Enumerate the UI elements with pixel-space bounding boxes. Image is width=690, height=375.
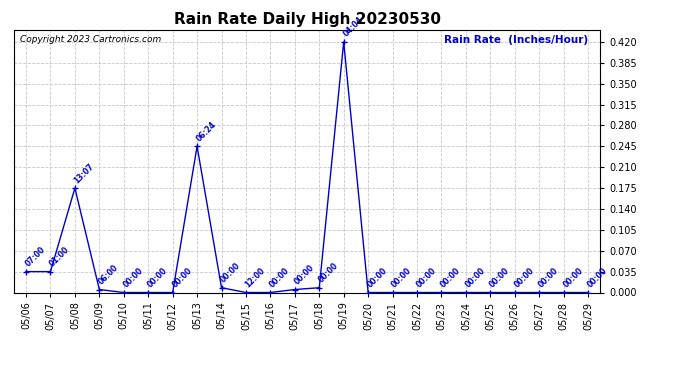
- Text: 07:00: 07:00: [23, 245, 47, 268]
- Text: 00:00: 00:00: [170, 266, 194, 290]
- Text: 04:04: 04:04: [342, 15, 365, 39]
- Title: Rain Rate Daily High 20230530: Rain Rate Daily High 20230530: [174, 12, 440, 27]
- Text: 01:00: 01:00: [48, 245, 72, 268]
- Text: 00:00: 00:00: [537, 266, 560, 290]
- Text: 00:00: 00:00: [415, 266, 438, 290]
- Text: 00:00: 00:00: [268, 266, 291, 290]
- Text: 00:00: 00:00: [366, 266, 389, 290]
- Text: 00:00: 00:00: [464, 266, 487, 290]
- Text: 13:07: 13:07: [72, 161, 96, 185]
- Text: Copyright 2023 Cartronics.com: Copyright 2023 Cartronics.com: [19, 35, 161, 44]
- Text: 00:00: 00:00: [390, 266, 413, 290]
- Text: 00:00: 00:00: [586, 266, 609, 290]
- Text: 00:00: 00:00: [512, 266, 535, 290]
- Text: 00:00: 00:00: [488, 266, 511, 290]
- Text: 00:00: 00:00: [121, 266, 145, 290]
- Text: 00:00: 00:00: [439, 266, 462, 290]
- Text: 12:00: 12:00: [244, 266, 267, 290]
- Text: 06:24: 06:24: [195, 120, 218, 143]
- Text: 00:00: 00:00: [293, 263, 316, 286]
- Text: 00:00: 00:00: [317, 261, 340, 285]
- Text: 06:00: 06:00: [97, 263, 120, 286]
- Text: 00:00: 00:00: [219, 261, 242, 285]
- Text: 00:00: 00:00: [146, 266, 169, 290]
- Text: Rain Rate  (Inches/Hour): Rain Rate (Inches/Hour): [444, 35, 589, 45]
- Text: 00:00: 00:00: [561, 266, 584, 290]
